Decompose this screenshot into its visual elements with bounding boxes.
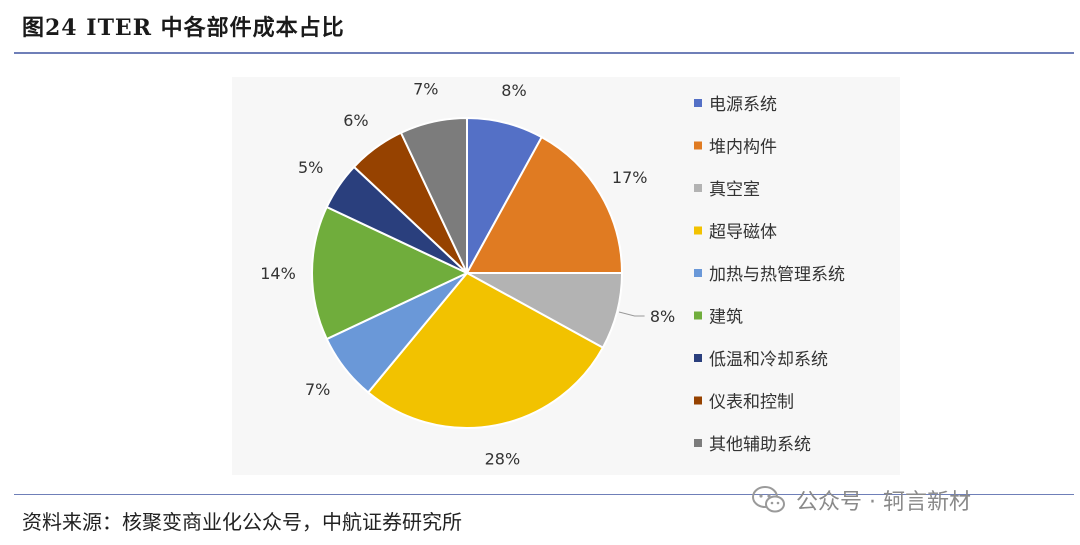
legend-label-2: 堆内构件 xyxy=(709,138,777,158)
legend-label-6: 建筑 xyxy=(709,308,743,328)
pie-slice-9 xyxy=(399,116,468,274)
legend-label-4: 超导磁体 xyxy=(709,223,777,243)
legend-label-7: 低温和冷却系统 xyxy=(709,350,828,370)
wechat-icon xyxy=(752,486,785,513)
legend-swatch-7 xyxy=(694,354,702,362)
legend-swatch-4 xyxy=(694,226,702,235)
data-label-1: 8% xyxy=(501,81,526,100)
footer-divider xyxy=(14,494,1074,495)
legend-label-1: 电源系统 xyxy=(709,95,777,115)
leader-line xyxy=(618,311,645,317)
data-label-7: 5% xyxy=(298,158,323,177)
watermark: 公众号 · 轲言新材 xyxy=(752,482,971,518)
data-label-8: 6% xyxy=(343,111,368,130)
legend-label-8: 仪表和控制 xyxy=(709,393,794,413)
legend-swatch-6 xyxy=(694,311,702,320)
data-label-9: 7% xyxy=(413,80,438,99)
legend-swatch-8 xyxy=(694,396,702,405)
legend-label-5: 加热与热管理系统 xyxy=(709,265,845,285)
source-note: 资料来源：核聚变商业化公众号，中航证券研究所 xyxy=(22,510,462,534)
legend-swatch-2 xyxy=(694,141,702,150)
data-label-5: 7% xyxy=(305,380,330,399)
figure-title: 图24 ITER 中各部件成本占比 xyxy=(22,15,345,41)
legend-label-9: 其他辅助系统 xyxy=(709,435,811,455)
data-label-3: 8% xyxy=(650,307,675,326)
legend-swatch-5 xyxy=(694,269,702,277)
data-label-6: 14% xyxy=(260,264,296,283)
data-label-2: 17% xyxy=(612,168,648,187)
pie-slice-2 xyxy=(465,135,624,274)
pie-slice-4 xyxy=(366,271,605,429)
legend-swatch-9 xyxy=(694,439,702,447)
data-label-4: 28% xyxy=(485,450,521,469)
pie-slice-6 xyxy=(311,205,470,341)
legend-swatch-1 xyxy=(694,99,702,107)
title-divider xyxy=(14,52,1074,54)
legend-swatch-3 xyxy=(694,184,702,192)
legend-label-3: 真空室 xyxy=(709,180,760,200)
watermark-text: 公众号 · 轲言新材 xyxy=(796,490,971,515)
